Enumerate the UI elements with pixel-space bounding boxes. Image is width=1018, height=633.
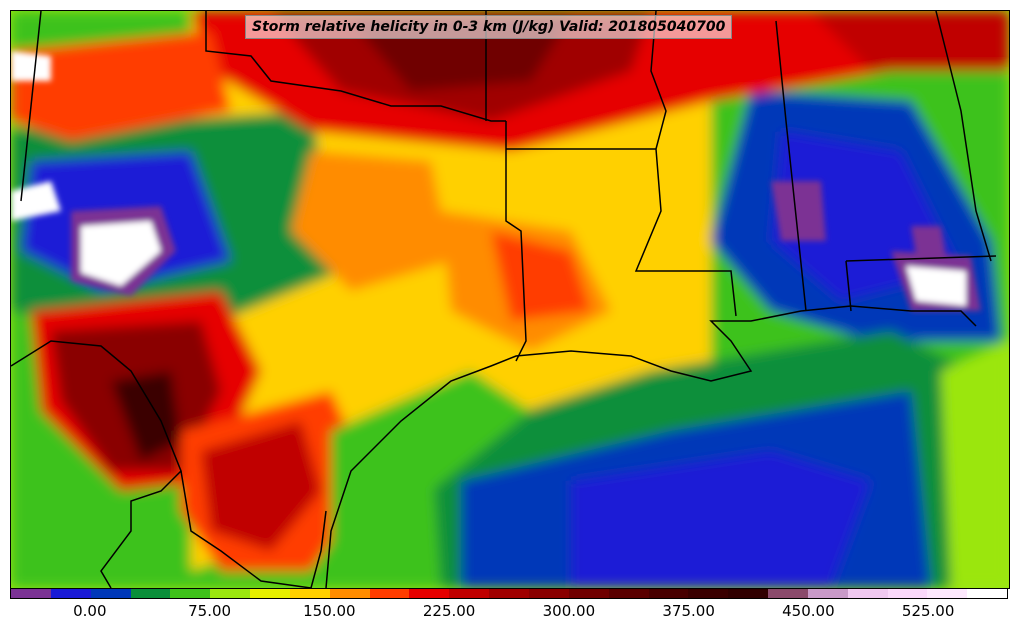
colorbar-tick-label: 300.00: [542, 602, 596, 620]
colorbar-swatch: [927, 589, 968, 598]
colorbar-swatch: [170, 589, 211, 598]
colorbar-swatch: [528, 589, 569, 598]
colorbar-tick-label: 0.00: [73, 602, 107, 620]
colorbar-tick-label: 525.00: [901, 602, 955, 620]
colorbar-swatch: [449, 589, 490, 598]
colorbar-swatch: [130, 589, 171, 598]
colorbar-swatch: [250, 589, 290, 598]
colorbar-tick-label: 450.00: [782, 602, 835, 620]
colorbar: [10, 588, 1008, 599]
colorbar-swatch: [90, 589, 131, 598]
contour-map-icon: [11, 11, 1009, 588]
colorbar-tick-label: 75.00: [188, 602, 232, 620]
colorbar-swatch: [967, 589, 1008, 598]
colorbar-swatch: [409, 589, 450, 598]
colorbar-swatch: [688, 589, 729, 598]
colorbar-swatch: [847, 589, 888, 598]
colorbar-swatch: [768, 589, 808, 598]
colorbar-swatch: [568, 589, 609, 598]
colorbar-swatch: [289, 589, 330, 598]
colorbar-tick-row: 0.00 75.00 150.00 225.00 300.00 375.00 450.00 5…: [10, 602, 1008, 626]
colorbar-tick-label: 225.00: [422, 602, 476, 620]
colorbar-swatch: [329, 589, 370, 598]
colorbar-swatch: [728, 589, 769, 598]
colorbar-swatch: [807, 589, 848, 598]
colorbar-swatch: [210, 589, 251, 598]
helicity-map: [10, 10, 1010, 589]
colorbar-tick-label: 375.00: [662, 602, 715, 620]
colorbar-swatch: [648, 589, 689, 598]
colorbar-swatch: [369, 589, 410, 598]
colorbar-swatch: [489, 589, 529, 598]
colorbar-swatch: [608, 589, 649, 598]
colorbar-swatch: [11, 589, 51, 598]
colorbar-tick-label: 150.00: [303, 602, 356, 620]
colorbar-swatch: [887, 589, 928, 598]
colorbar-swatch: [50, 589, 91, 598]
map-title: Storm relative helicity in 0-3 km (J/kg)…: [245, 15, 733, 39]
